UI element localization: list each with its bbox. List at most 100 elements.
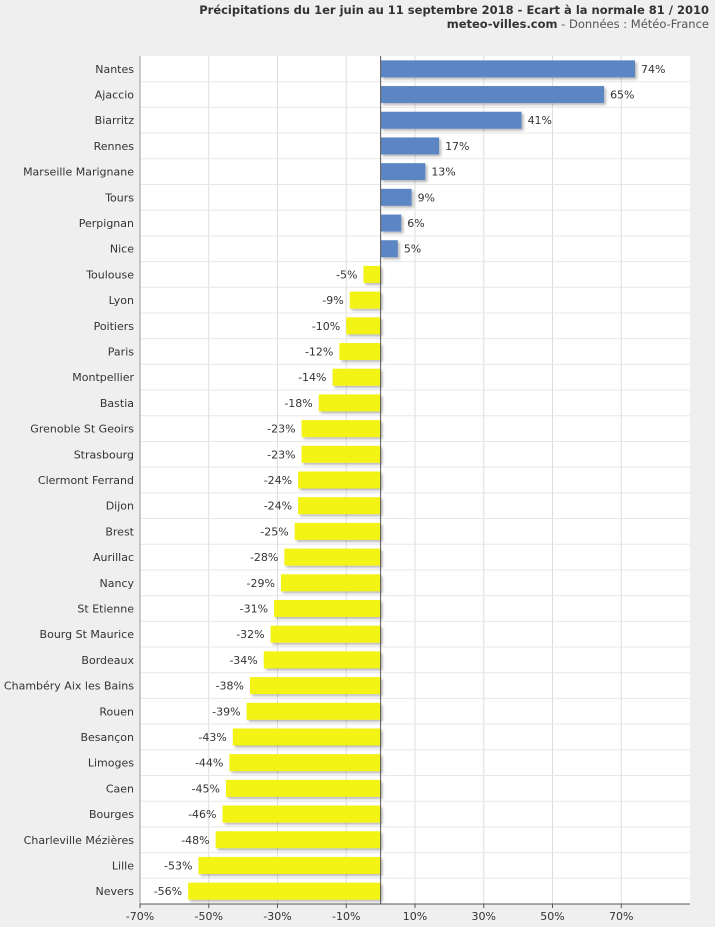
category-label: Caen (106, 782, 134, 795)
category-label: Ajaccio (95, 89, 134, 102)
bar (339, 343, 381, 361)
data-label: -56% (154, 885, 182, 898)
data-label: -29% (247, 577, 275, 590)
bar (263, 651, 381, 669)
data-label: 74% (641, 63, 665, 76)
data-label: 9% (418, 191, 435, 204)
bar (380, 137, 440, 155)
data-label: -23% (267, 423, 295, 436)
category-label: Brest (105, 525, 134, 538)
category-label: Bastia (100, 397, 134, 410)
bar (229, 754, 381, 772)
x-tick-label: -70% (126, 910, 154, 923)
category-label: St Etienne (77, 602, 134, 615)
category-label: Chambéry Aix les Bains (4, 680, 134, 693)
category-label: Rennes (94, 140, 135, 153)
category-label: Nantes (95, 63, 134, 76)
data-label: -34% (229, 654, 257, 667)
bar (380, 214, 402, 232)
category-label: Clermont Ferrand (38, 474, 134, 487)
data-label: -24% (264, 474, 292, 487)
bar (298, 497, 381, 515)
data-label: -31% (240, 602, 268, 615)
category-label: Nevers (95, 885, 134, 898)
bar (250, 677, 381, 695)
bar (270, 625, 381, 643)
category-label: Toulouse (85, 268, 134, 281)
site-name: meteo-villes.com (446, 17, 558, 31)
bar (346, 317, 381, 335)
bar (380, 188, 412, 206)
bar (318, 394, 381, 412)
category-label: Rouen (99, 705, 134, 718)
data-label: -38% (216, 680, 244, 693)
category-label: Marseille Marignane (23, 166, 134, 179)
bar (380, 163, 426, 181)
category-label: Lyon (109, 294, 134, 307)
category-label: Bourg St Maurice (40, 628, 135, 641)
category-label: Grenoble St Geoirs (30, 423, 134, 436)
bar (198, 856, 381, 874)
bar (232, 728, 381, 746)
data-label: 41% (528, 114, 552, 127)
data-label: -10% (312, 320, 340, 333)
chart-title: Précipitations du 1er juin au 11 septemb… (199, 3, 709, 17)
category-label: Besançon (80, 731, 134, 744)
x-tick-label: 30% (472, 910, 496, 923)
category-label: Bordeaux (81, 654, 134, 667)
category-label: Paris (108, 346, 134, 359)
bar (349, 291, 381, 309)
x-tick-label: 70% (609, 910, 633, 923)
category-label: Nancy (100, 577, 135, 590)
bar (380, 86, 605, 104)
category-label: Bourges (89, 808, 134, 821)
data-source: - Données : Météo-France (557, 17, 709, 31)
bar (301, 445, 381, 463)
bar (294, 522, 381, 540)
data-label: -32% (236, 628, 264, 641)
data-label: -43% (198, 731, 226, 744)
category-label: Strasbourg (74, 448, 134, 461)
data-label: -25% (260, 525, 288, 538)
chart-subtitle: meteo-villes.com - Données : Météo-Franc… (447, 17, 709, 31)
category-label: Lille (112, 859, 134, 872)
bar (188, 882, 381, 900)
x-tick-label: 10% (403, 910, 427, 923)
data-label: -46% (188, 808, 216, 821)
bar (301, 420, 381, 438)
data-label: -28% (250, 551, 278, 564)
category-label: Montpellier (72, 371, 134, 384)
bar (380, 111, 522, 129)
data-label: 65% (610, 89, 634, 102)
bar (363, 265, 381, 283)
bar (332, 368, 381, 386)
data-label: -24% (264, 500, 292, 513)
category-label: Perpignan (79, 217, 134, 230)
data-label: -18% (284, 397, 312, 410)
bar (274, 599, 381, 617)
data-label: 6% (407, 217, 424, 230)
bar (225, 779, 381, 797)
category-label: Biarritz (95, 114, 135, 127)
bar (380, 240, 398, 258)
x-tick-label: -30% (263, 910, 291, 923)
data-label: -12% (305, 346, 333, 359)
data-label: -5% (336, 268, 357, 281)
x-tick-label: -50% (195, 910, 223, 923)
data-label: -23% (267, 448, 295, 461)
data-label: -9% (322, 294, 343, 307)
category-label: Dijon (106, 500, 134, 513)
data-label: -14% (298, 371, 326, 384)
data-label: 13% (431, 166, 455, 179)
x-tick-label: 50% (540, 910, 564, 923)
category-label: Nice (110, 243, 134, 256)
data-label: -53% (164, 859, 192, 872)
data-label: 5% (404, 243, 421, 256)
data-label: -39% (212, 705, 240, 718)
x-tick-label: -10% (332, 910, 360, 923)
data-label: -44% (195, 757, 223, 770)
bar (280, 574, 381, 592)
bar (298, 471, 381, 489)
bar (284, 548, 381, 566)
